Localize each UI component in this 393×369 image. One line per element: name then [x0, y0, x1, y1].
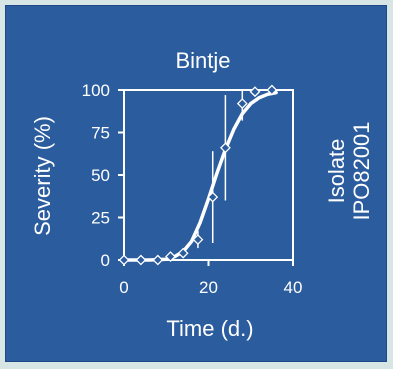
y-axis-label: Severity (%) [30, 116, 55, 236]
data-point [152, 254, 164, 266]
y-tick-label: 25 [91, 209, 110, 228]
y-tick-label: 50 [91, 166, 110, 185]
data-points [118, 84, 278, 266]
data-point [236, 98, 248, 110]
fitted-curve [122, 90, 278, 262]
chart-panel: Bintje Severity (%) Isolate IPO82001 Tim… [5, 5, 387, 362]
data-point [118, 254, 130, 266]
chart: Bintje Severity (%) Isolate IPO82001 Tim… [30, 48, 374, 341]
side-label-isolate-id: IPO82001 [349, 121, 374, 220]
x-tick-label: 0 [119, 278, 128, 297]
data-point [135, 254, 147, 266]
y-tick-label: 100 [82, 81, 110, 100]
side-label-isolate: Isolate [324, 139, 349, 204]
data-point [266, 84, 278, 96]
x-axis: 0 20 40 [119, 260, 302, 297]
y-tick-label: 0 [101, 251, 110, 270]
data-point [192, 234, 204, 246]
data-point [177, 247, 189, 259]
plot-area [123, 89, 294, 261]
y-tick-label: 75 [91, 124, 110, 143]
x-axis-label: Time (d.) [166, 316, 253, 341]
x-tick-label: 20 [199, 278, 218, 297]
data-point [165, 251, 176, 263]
data-point [219, 142, 231, 154]
data-point [249, 86, 261, 98]
chart-title: Bintje [175, 48, 230, 73]
y-axis: 0 25 50 75 100 [82, 81, 124, 270]
x-tick-label: 40 [284, 278, 303, 297]
data-point [207, 191, 219, 203]
